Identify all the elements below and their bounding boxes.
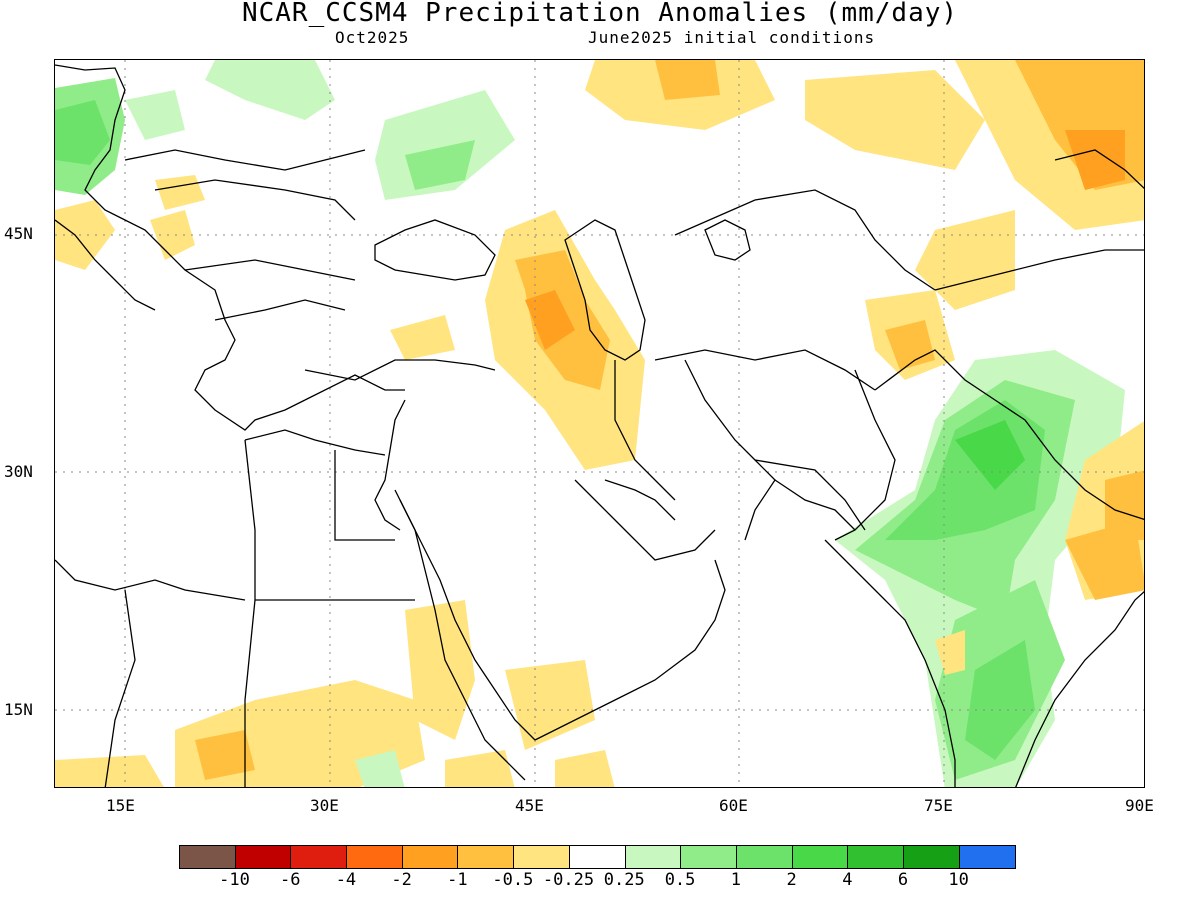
lat-label-15n: 15N: [4, 700, 33, 719]
anomaly-fields: [55, 60, 1144, 787]
colorbar-label: 0.25: [603, 870, 645, 890]
colorbar-swatch: [569, 846, 626, 868]
anomaly-map: [55, 60, 1144, 787]
colorbar-label: -10: [219, 870, 250, 890]
colorbar-label: -1: [447, 870, 468, 890]
colorbar-label: -6: [280, 870, 301, 890]
colorbar-swatch: [625, 846, 682, 868]
colorbar-swatch: [347, 846, 403, 868]
colorbar-swatch: [514, 846, 570, 868]
coastlines-borders: [55, 64, 1144, 787]
lon-label-30e: 30E: [310, 796, 339, 815]
colorbar-swatch: [681, 846, 737, 868]
forecast-month: Oct2025: [335, 28, 410, 47]
colorbar-swatch: [736, 846, 793, 868]
colorbar-swatch: [903, 846, 960, 868]
lat-label-30n: 30N: [4, 462, 33, 481]
colorbar-swatch: [959, 846, 1016, 868]
colorbar-swatch: [235, 846, 292, 868]
lon-label-60e: 60E: [719, 796, 748, 815]
colorbar-label: 1: [730, 870, 742, 890]
colorbar-swatch: [402, 846, 459, 868]
colorbar-label: 6: [897, 870, 909, 890]
lat-label-45n: 45N: [4, 224, 33, 243]
colorbar-label: 4: [842, 870, 853, 890]
lon-label-45e: 45E: [515, 796, 544, 815]
colorbar-swatch: [458, 846, 515, 868]
lon-label-75e: 75E: [924, 796, 953, 815]
colorbar-label: 2: [786, 870, 797, 890]
colorbar-label: -2: [391, 870, 412, 890]
colorbar-label: 0.5: [664, 870, 696, 890]
colorbar-label: 10: [948, 870, 969, 890]
initial-conditions: June2025 initial conditions: [588, 28, 876, 47]
colorbar: [179, 845, 1017, 869]
lon-label-90e: 90E: [1125, 796, 1154, 815]
map-title: NCAR_CCSM4 Precipitation Anomalies (mm/d…: [241, 0, 959, 28]
lat-lon-grid: [55, 60, 1144, 787]
lon-label-15e: 15E: [106, 796, 135, 815]
colorbar-swatch: [848, 846, 904, 868]
colorbar-labels: -10 -6 -4 -2 -1 -0.5 -0.25 0.25 0.5 1 2 4 6 10: [0, 870, 1200, 894]
colorbar-swatch: [180, 846, 236, 868]
colorbar-label: -0.25: [542, 870, 595, 890]
map-panel[interactable]: [54, 59, 1145, 788]
colorbar-label: -0.5: [492, 870, 534, 890]
colorbar-swatch: [792, 846, 849, 868]
colorbar-swatch: [291, 846, 348, 868]
colorbar-label: -4: [335, 870, 357, 890]
